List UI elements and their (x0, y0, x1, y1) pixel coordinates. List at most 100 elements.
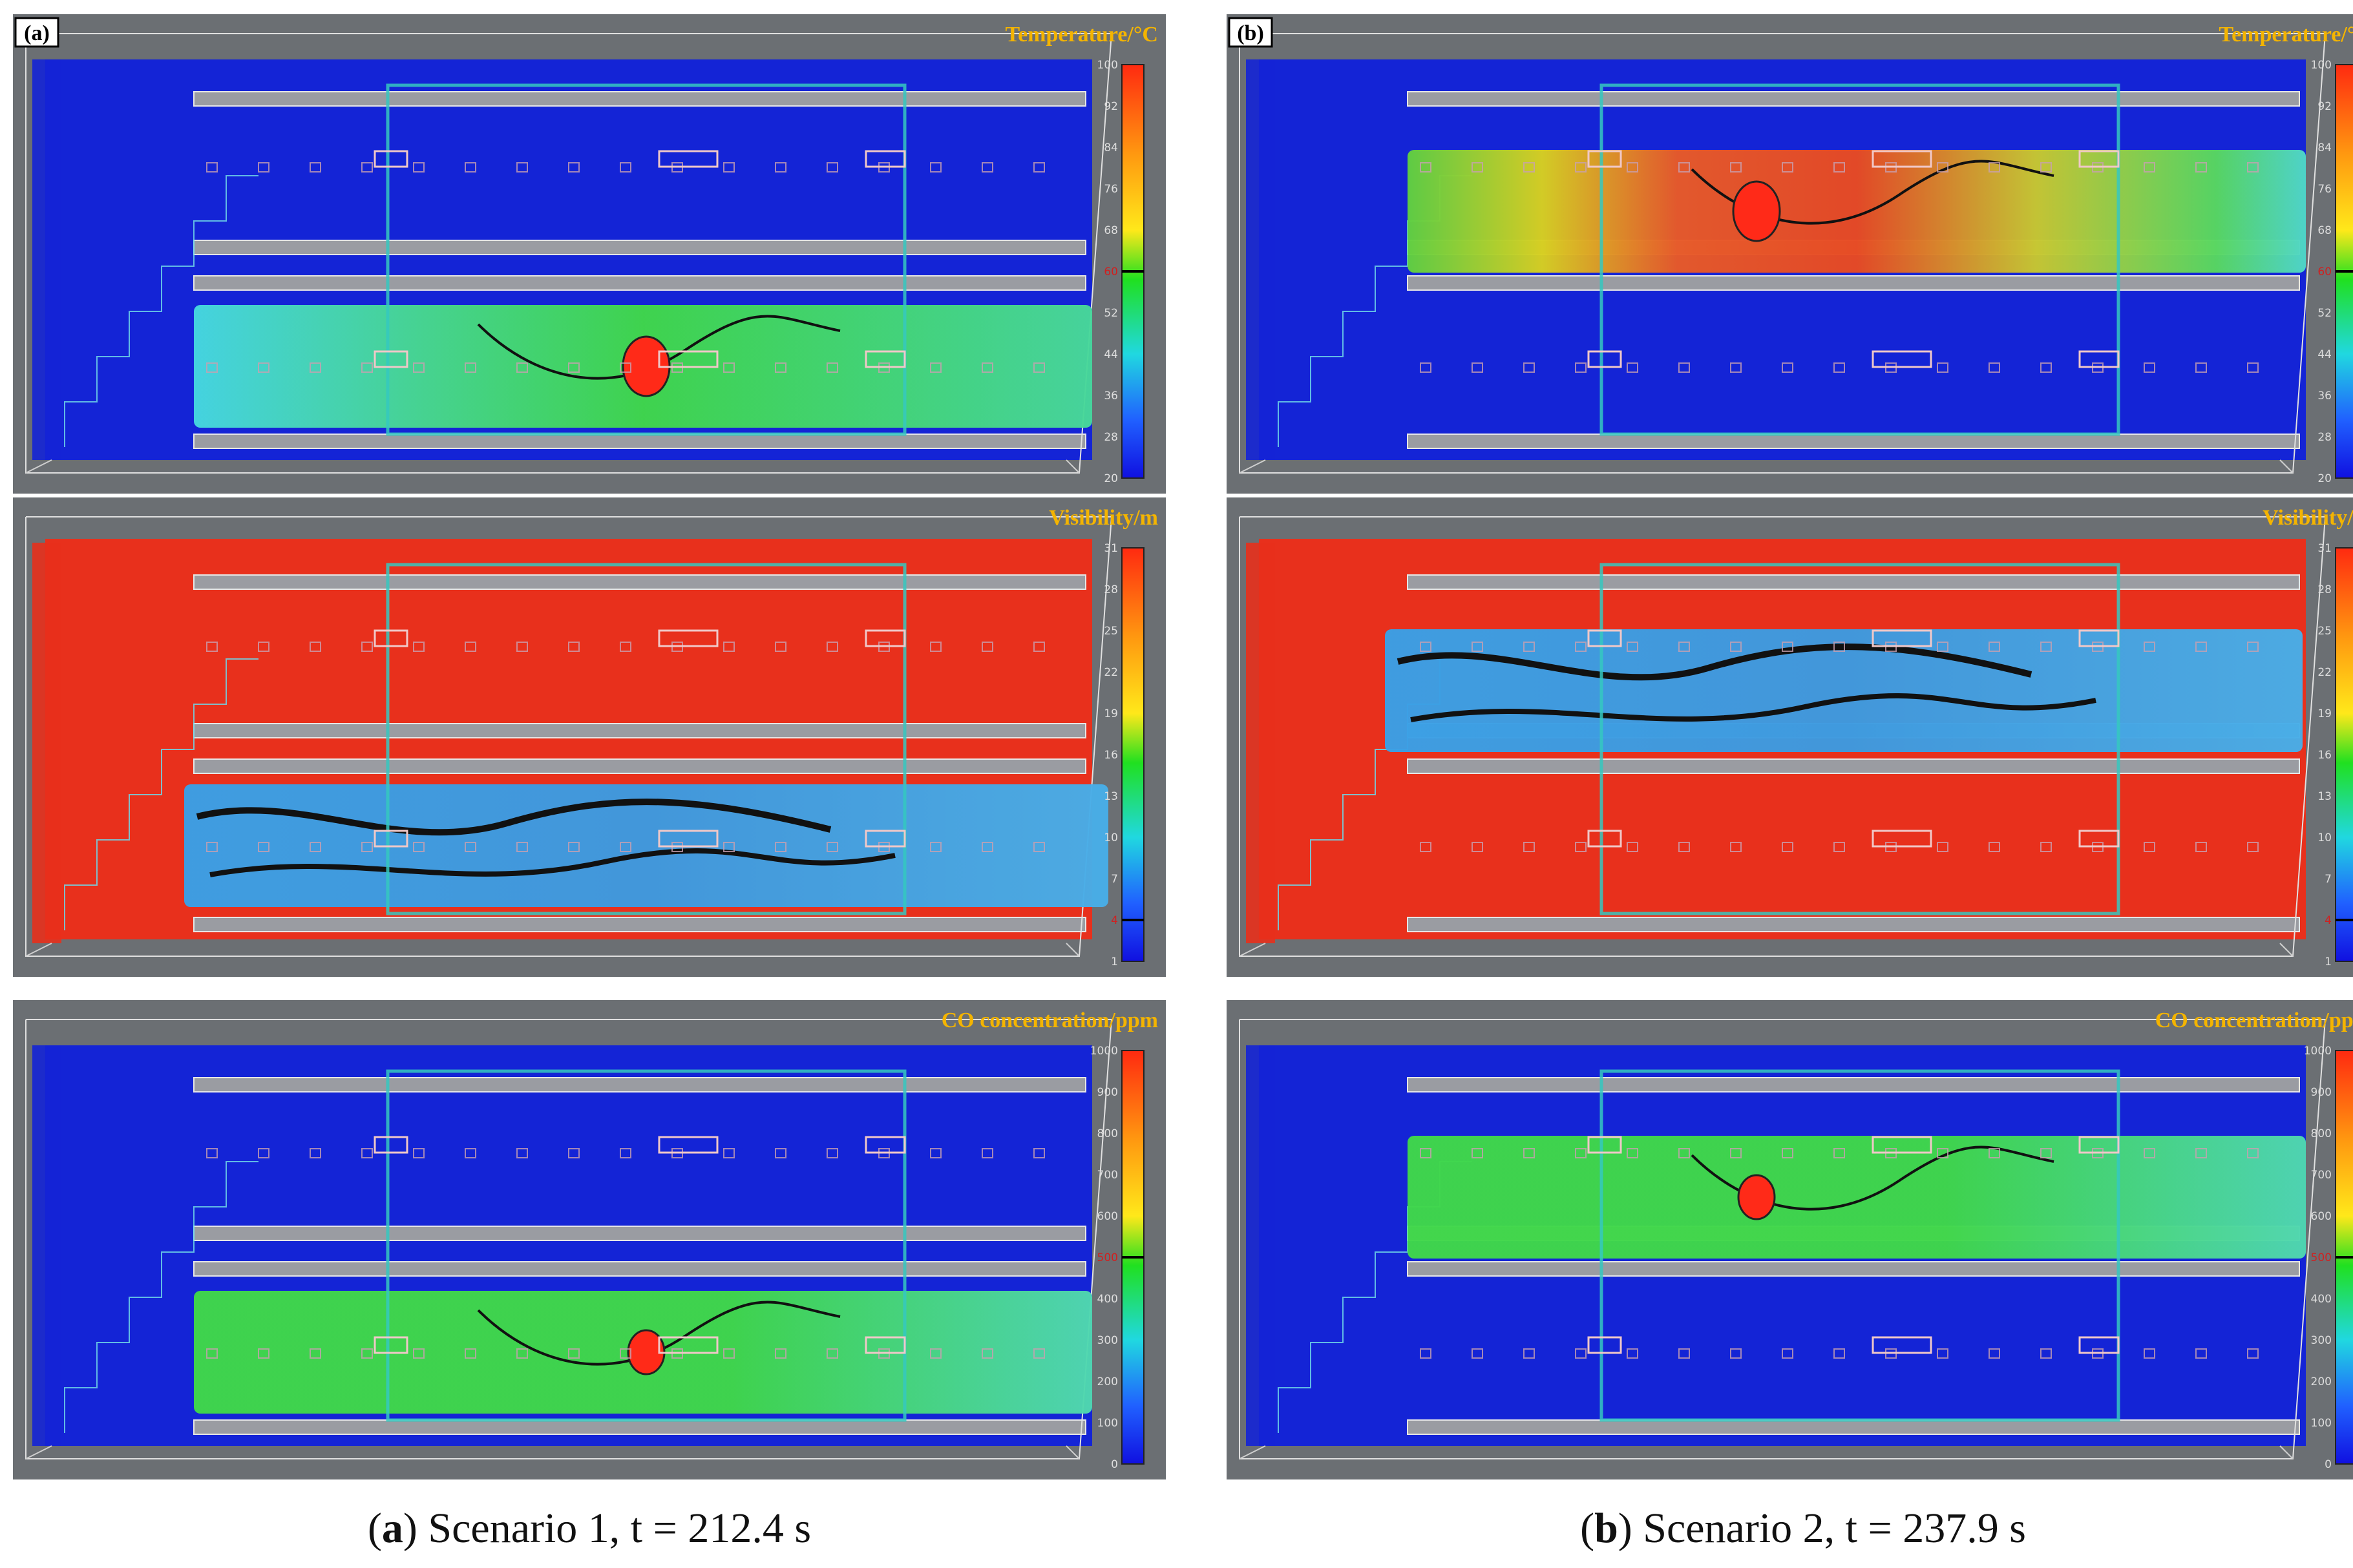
device-marker (516, 842, 528, 852)
device-marker (1833, 362, 1845, 373)
device-marker (516, 642, 528, 652)
device-marker (620, 162, 631, 172)
colorbar-tick-label: 76 (1104, 183, 1118, 196)
co-concentration-panel-a: CO concentration/ppm 1000 900 800 700 600 500 4… (13, 1000, 1166, 1479)
device-marker (723, 1348, 735, 1359)
caption-b-letter: b (1594, 1505, 1618, 1552)
device-marker (361, 642, 373, 652)
panel-canvas: Temperature/°C (b) 100 92 84 76 68 60 52 44 36 28 20 (1227, 14, 2353, 494)
device-marker (1420, 162, 1431, 172)
device-marker (2195, 362, 2207, 373)
device-marker (1627, 1148, 1638, 1158)
iso-contour (1410, 693, 2096, 722)
device-marker (206, 162, 218, 172)
device-marker (258, 1148, 269, 1158)
device-marker (1523, 1148, 1535, 1158)
device-marker (1033, 642, 1045, 652)
device-marker (775, 362, 786, 373)
rack-unit (2078, 150, 2120, 168)
floor-slab (1407, 1261, 2300, 1277)
device-marker (516, 1348, 528, 1359)
device-marker (1989, 1148, 2000, 1158)
device-marker (465, 1348, 476, 1359)
device-marker (1730, 842, 1742, 852)
device-marker (982, 1348, 993, 1359)
device-marker (723, 162, 735, 172)
device-marker (1472, 642, 1483, 652)
colorbar-tick-label: 300 (1097, 1334, 1118, 1347)
rack-unit (1587, 1136, 1622, 1154)
rack-unit (374, 1136, 408, 1154)
device-marker (1420, 1348, 1431, 1359)
device-marker (930, 1348, 942, 1359)
panel-canvas: CO concentration/ppm10009008007006005004… (13, 1000, 1166, 1479)
device-marker (1627, 162, 1638, 172)
colorbar-tick-label: 800 (1097, 1127, 1118, 1140)
colorbar-tick-label: 28 (1104, 583, 1118, 596)
floor-slab (1407, 434, 2300, 449)
device-marker (1678, 1148, 1690, 1158)
floor-slab (1407, 574, 2300, 590)
device-marker (1472, 362, 1483, 373)
device-marker (516, 1148, 528, 1158)
device-marker (775, 1348, 786, 1359)
device-marker (723, 842, 735, 852)
colorbar-tick-label: 36 (2317, 390, 2332, 402)
floor-slab (193, 723, 1086, 738)
device-marker (775, 162, 786, 172)
temperature-panel-b: Temperature/°C (b) 100 92 84 76 68 60 52 44 36 28 20 (1227, 14, 2353, 494)
device-marker (2195, 1148, 2207, 1158)
smoke-layer (1408, 150, 2306, 273)
rack-unit (2078, 1136, 2120, 1154)
device-marker (1523, 1348, 1535, 1359)
rack-unit (1872, 350, 1932, 368)
rack-unit (865, 830, 906, 848)
device-marker (2195, 162, 2207, 172)
fire-hotspot (1737, 1174, 1776, 1220)
device-marker (465, 642, 476, 652)
device-marker (930, 842, 942, 852)
colorbar-tick-label: 100 (2311, 1417, 2332, 1430)
floor-slab (193, 758, 1086, 774)
scenario-tag-box (14, 17, 59, 48)
colorbar-tick-label: 600 (2311, 1210, 2332, 1223)
device-marker (1730, 1148, 1742, 1158)
device-marker (465, 162, 476, 172)
device-marker (206, 362, 218, 373)
caption-a-letter: a (381, 1505, 403, 1552)
colorbar-tick-label: 68 (2317, 224, 2332, 237)
panel-title: Visibility/m (2263, 506, 2353, 530)
device-marker (310, 642, 321, 652)
floor-slab (193, 91, 1086, 107)
colorbar-tick-label: 100 (2311, 59, 2332, 72)
device-marker (1033, 842, 1045, 852)
device-marker (1730, 1348, 1742, 1359)
colorbar-tick-label: 92 (1104, 100, 1118, 113)
device-marker (827, 842, 838, 852)
scenario-tag: (b) (1237, 21, 1264, 45)
colorbar-tick-label: 16 (2317, 749, 2332, 762)
rack-unit (374, 350, 408, 368)
colorbar-tick-label: 1 (2325, 956, 2332, 968)
device-marker (775, 642, 786, 652)
colorbar-tick-label: 20 (1104, 472, 1118, 485)
device-marker (930, 362, 942, 373)
device-marker (827, 642, 838, 652)
floor-slab (193, 275, 1086, 291)
device-marker (361, 1148, 373, 1158)
caption-a-text: Scenario 1, t = 212.4 s (428, 1505, 812, 1552)
floor-slab (193, 434, 1086, 449)
device-marker (1575, 842, 1587, 852)
colorbar-tick-label: 25 (1104, 625, 1118, 638)
co-concentration-panel-b: CO concentration/ppm 1000 900 800 700 600 500 4… (1227, 1000, 2353, 1479)
device-marker (1678, 842, 1690, 852)
device-marker (620, 1148, 631, 1158)
device-marker (1989, 842, 2000, 852)
rack-unit (1587, 830, 1622, 848)
device-marker (2144, 1148, 2155, 1158)
colorbar (2335, 547, 2353, 962)
caption-a: (a) Scenario 1, t = 212.4 s (367, 1505, 812, 1552)
colorbar-tick-label: 19 (2317, 707, 2332, 720)
device-marker (2247, 362, 2259, 373)
device-marker (1989, 162, 2000, 172)
